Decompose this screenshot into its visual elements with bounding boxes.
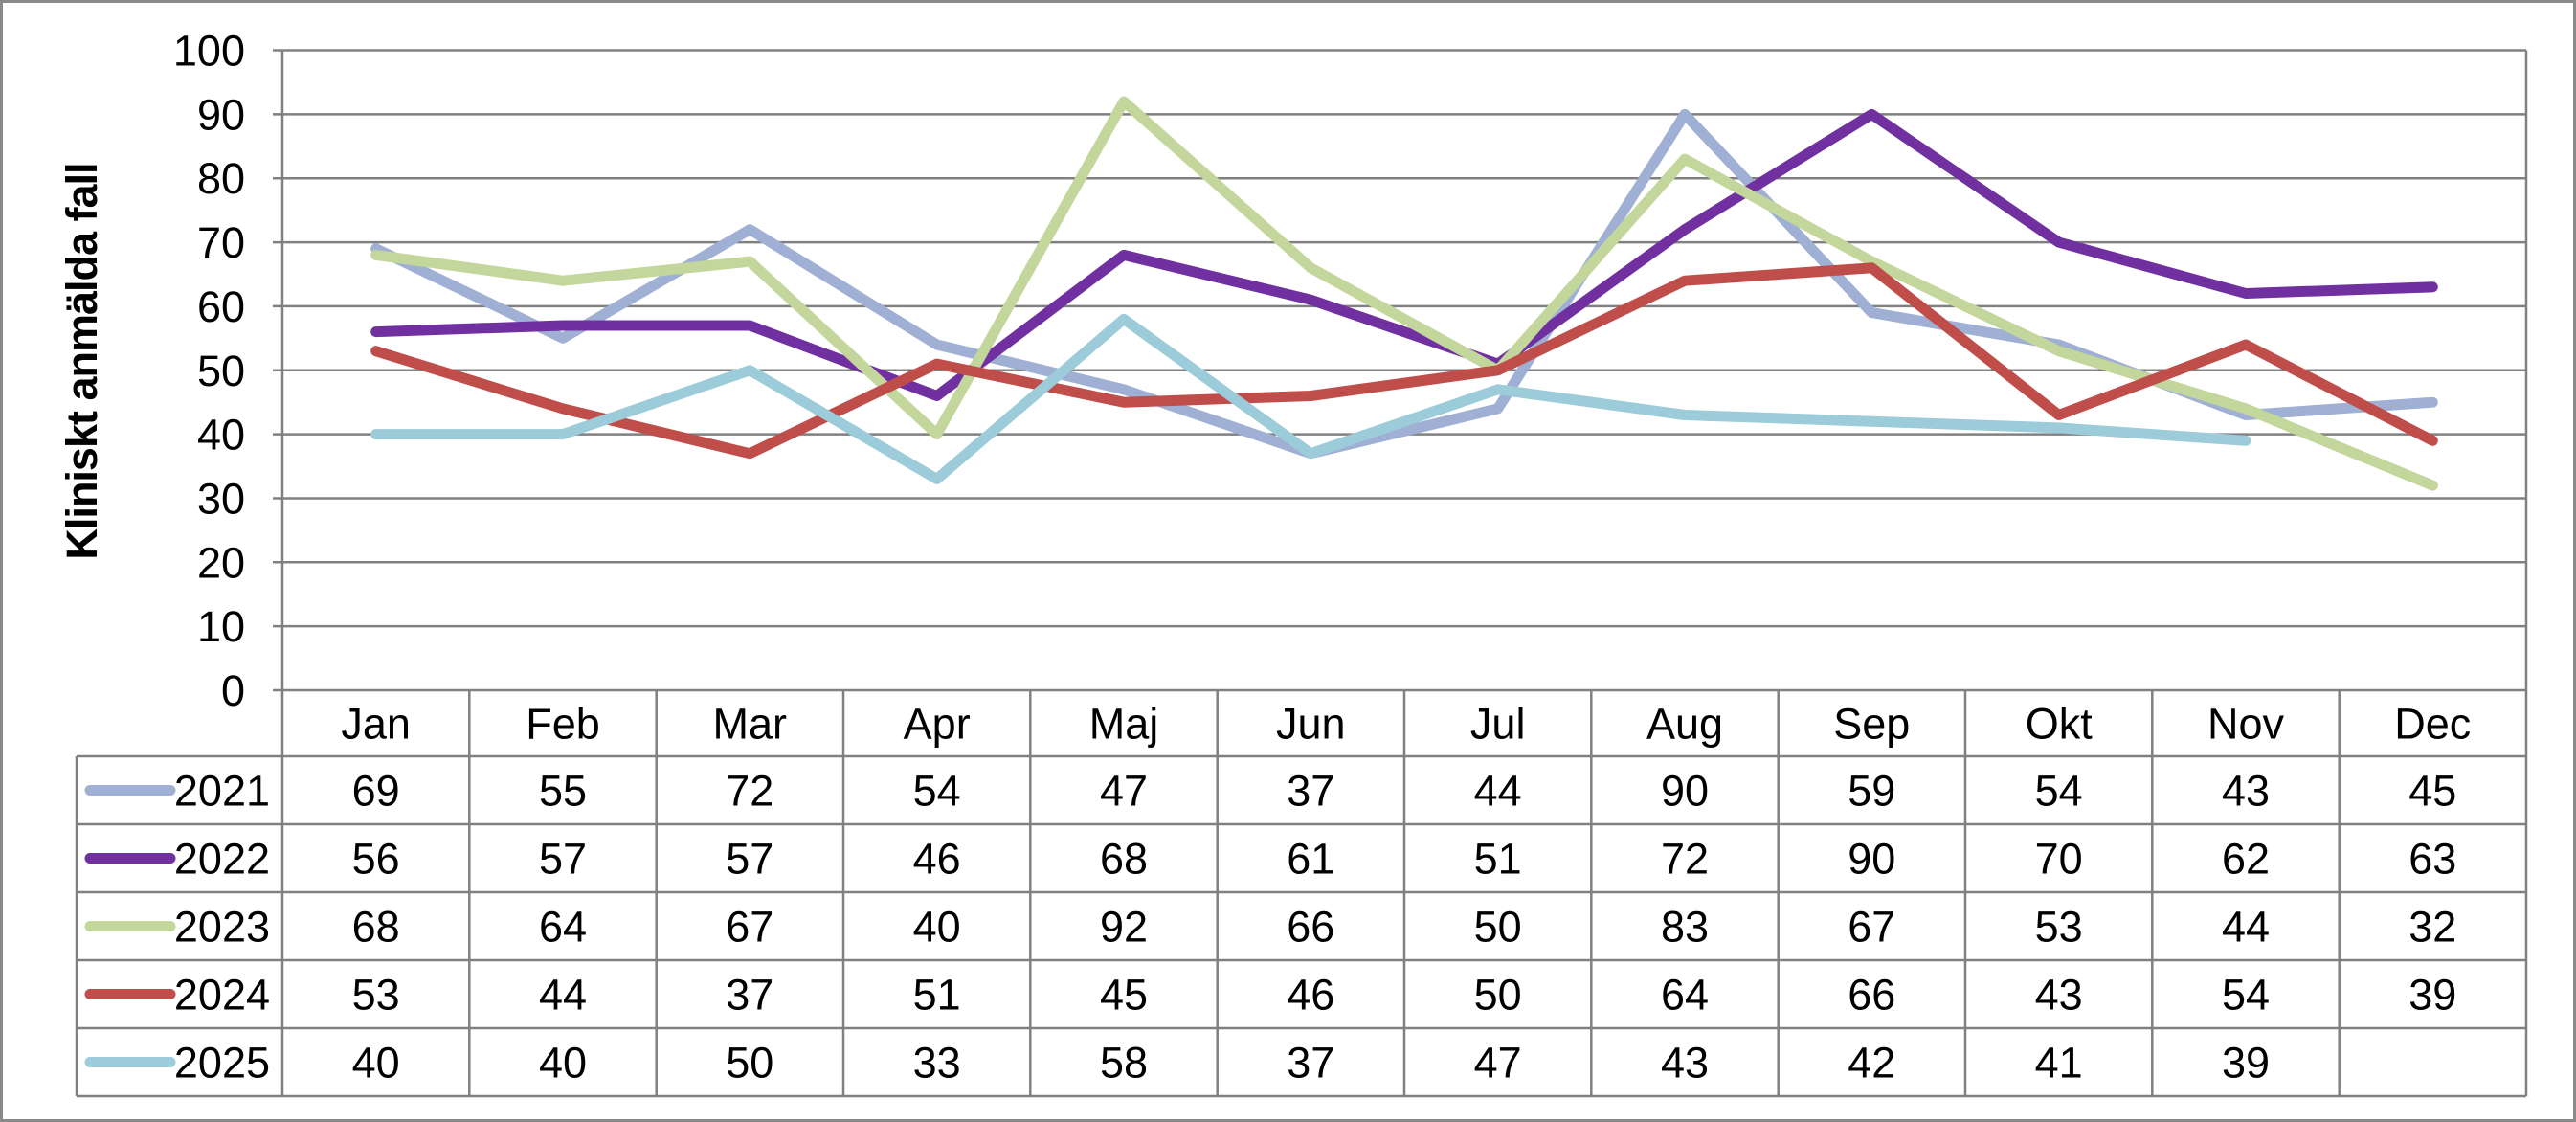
svg-text:69: 69 [352, 767, 400, 816]
svg-text:10: 10 [197, 602, 245, 651]
svg-text:Okt: Okt [2026, 700, 2094, 749]
svg-text:0: 0 [221, 666, 245, 715]
svg-text:43: 43 [1661, 1039, 1709, 1088]
svg-text:2023: 2023 [174, 903, 270, 952]
svg-text:100: 100 [173, 27, 245, 76]
svg-text:50: 50 [1474, 971, 1522, 1020]
svg-text:55: 55 [539, 767, 587, 816]
svg-text:44: 44 [2222, 903, 2270, 952]
svg-text:53: 53 [352, 971, 400, 1020]
svg-text:90: 90 [197, 90, 245, 139]
svg-text:Feb: Feb [526, 700, 600, 749]
svg-text:2021: 2021 [174, 767, 270, 816]
svg-text:Nov: Nov [2207, 700, 2285, 749]
svg-text:44: 44 [1474, 767, 1522, 816]
svg-text:40: 40 [352, 1039, 400, 1088]
svg-text:Maj: Maj [1089, 700, 1159, 749]
svg-text:39: 39 [2222, 1039, 2270, 1088]
svg-text:2024: 2024 [174, 971, 270, 1020]
svg-text:45: 45 [1100, 971, 1148, 1020]
svg-text:Jan: Jan [341, 700, 411, 749]
svg-text:33: 33 [913, 1039, 961, 1088]
svg-text:45: 45 [2408, 767, 2456, 816]
svg-text:2025: 2025 [174, 1039, 270, 1088]
svg-text:70: 70 [2035, 835, 2083, 884]
svg-text:67: 67 [726, 903, 773, 952]
svg-text:Apr: Apr [904, 700, 971, 749]
svg-text:53: 53 [2035, 903, 2083, 952]
svg-text:72: 72 [726, 767, 773, 816]
svg-text:61: 61 [1287, 835, 1334, 884]
svg-text:41: 41 [2035, 1039, 2083, 1088]
svg-text:40: 40 [197, 411, 245, 460]
svg-text:44: 44 [539, 971, 587, 1020]
svg-text:66: 66 [1848, 971, 1895, 1020]
svg-text:68: 68 [1100, 835, 1148, 884]
svg-text:62: 62 [2222, 835, 2270, 884]
svg-text:50: 50 [1474, 903, 1522, 952]
svg-text:Jul: Jul [1470, 700, 1526, 749]
svg-text:92: 92 [1100, 903, 1148, 952]
svg-text:Sep: Sep [1833, 700, 1910, 749]
svg-text:58: 58 [1100, 1039, 1148, 1088]
svg-text:Mar: Mar [713, 700, 788, 749]
svg-text:90: 90 [1848, 835, 1895, 884]
svg-text:57: 57 [726, 835, 773, 884]
svg-text:68: 68 [352, 903, 400, 952]
svg-text:43: 43 [2222, 767, 2270, 816]
svg-text:50: 50 [197, 347, 245, 395]
svg-text:59: 59 [1848, 767, 1895, 816]
svg-text:40: 40 [913, 903, 961, 952]
svg-text:39: 39 [2408, 971, 2456, 1020]
svg-text:2022: 2022 [174, 835, 270, 884]
svg-text:43: 43 [2035, 971, 2083, 1020]
svg-text:Dec: Dec [2394, 700, 2471, 749]
svg-text:80: 80 [197, 154, 245, 203]
svg-text:Kliniskt anmälda fall: Kliniskt anmälda fall [57, 163, 106, 559]
svg-text:37: 37 [726, 971, 773, 1020]
svg-text:46: 46 [1287, 971, 1334, 1020]
svg-text:51: 51 [1474, 835, 1522, 884]
svg-text:42: 42 [1848, 1039, 1895, 1088]
svg-text:54: 54 [2222, 971, 2270, 1020]
svg-text:47: 47 [1100, 767, 1148, 816]
svg-text:72: 72 [1661, 835, 1709, 884]
svg-text:Jun: Jun [1276, 700, 1346, 749]
svg-text:30: 30 [197, 475, 245, 524]
svg-text:67: 67 [1848, 903, 1895, 952]
svg-text:70: 70 [197, 218, 245, 267]
svg-text:40: 40 [539, 1039, 587, 1088]
svg-text:37: 37 [1287, 1039, 1334, 1088]
svg-text:57: 57 [539, 835, 587, 884]
svg-text:64: 64 [1661, 971, 1709, 1020]
svg-text:46: 46 [913, 835, 961, 884]
svg-text:64: 64 [539, 903, 587, 952]
svg-text:54: 54 [2035, 767, 2083, 816]
svg-text:Aug: Aug [1646, 700, 1723, 749]
svg-text:51: 51 [913, 971, 961, 1020]
svg-text:54: 54 [913, 767, 961, 816]
svg-text:47: 47 [1474, 1039, 1522, 1088]
svg-text:56: 56 [352, 835, 400, 884]
svg-text:50: 50 [726, 1039, 773, 1088]
svg-text:83: 83 [1661, 903, 1709, 952]
svg-text:37: 37 [1287, 767, 1334, 816]
svg-text:32: 32 [2408, 903, 2456, 952]
svg-text:66: 66 [1287, 903, 1334, 952]
svg-text:63: 63 [2408, 835, 2456, 884]
svg-text:90: 90 [1661, 767, 1709, 816]
svg-text:20: 20 [197, 538, 245, 587]
svg-text:60: 60 [197, 282, 245, 331]
